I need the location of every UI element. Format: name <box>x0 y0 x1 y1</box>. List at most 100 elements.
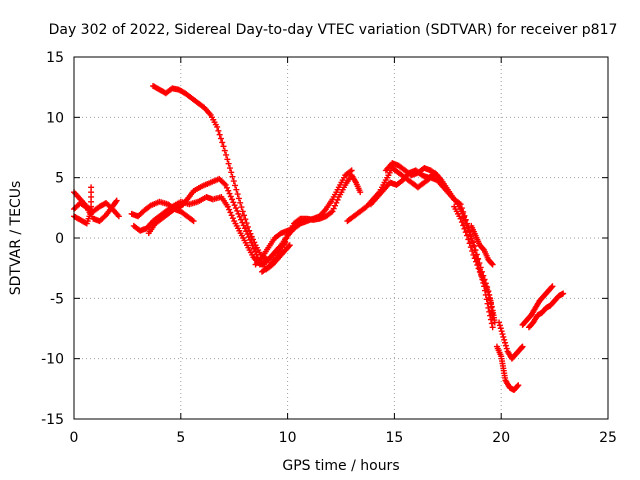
x-tick-label: 25 <box>599 430 617 446</box>
series-arc-11 <box>367 167 496 331</box>
data-point <box>549 283 556 290</box>
data-point <box>502 339 509 346</box>
data-point <box>285 243 292 250</box>
series-arc-12 <box>382 160 441 179</box>
data-point <box>501 336 508 343</box>
x-tick-labels: 0 5 10 15 20 25 <box>70 430 617 446</box>
data-point <box>488 260 495 267</box>
data-point <box>237 199 244 206</box>
data-point <box>214 123 221 130</box>
data-point <box>219 139 226 146</box>
data-point <box>503 345 510 352</box>
y-tick-label: -5 <box>50 291 64 307</box>
data-point <box>226 206 233 213</box>
data-point <box>434 172 441 179</box>
data-point <box>489 314 496 321</box>
series-arc-17 <box>519 283 556 328</box>
data-point <box>488 320 495 327</box>
data-point <box>226 190 233 197</box>
y-tick-label: 5 <box>55 171 64 187</box>
data-point <box>223 184 230 191</box>
series-arc-13 <box>451 203 496 321</box>
series-arc-3 <box>71 184 95 227</box>
data-point <box>471 255 478 262</box>
data-point <box>461 212 468 219</box>
data-point <box>216 131 223 138</box>
series-arc-2 <box>71 197 120 225</box>
data-point <box>498 328 505 335</box>
data-point <box>478 271 485 278</box>
data-point <box>479 274 486 281</box>
data-point <box>329 208 336 215</box>
data-point <box>481 280 488 287</box>
data-point <box>227 193 234 200</box>
data-point <box>282 238 289 245</box>
data-point <box>228 169 235 176</box>
data-point <box>243 220 250 227</box>
data-point <box>229 173 236 180</box>
data-point <box>328 209 335 216</box>
data-point <box>223 151 230 158</box>
data-point <box>460 208 467 215</box>
data-point <box>280 241 287 248</box>
data-point <box>474 262 481 269</box>
y-tick-label: -15 <box>41 412 64 428</box>
data-point <box>244 223 251 230</box>
data-point <box>548 284 555 291</box>
data-point <box>231 202 238 209</box>
data-point <box>189 217 196 224</box>
data-point <box>235 195 242 202</box>
data-point <box>489 324 496 331</box>
data-point <box>456 200 463 207</box>
data-point <box>486 294 493 301</box>
axis-ticks <box>73 56 609 420</box>
x-tick-label: 10 <box>279 430 297 446</box>
data-point <box>357 189 364 196</box>
data-point <box>489 261 496 268</box>
data-point <box>475 265 482 272</box>
y-tick-label: 0 <box>55 231 64 247</box>
data-point <box>226 165 233 172</box>
data-point <box>234 191 241 198</box>
data-point <box>458 219 465 226</box>
data-point <box>229 196 236 203</box>
data-point <box>236 213 243 220</box>
data-point <box>221 180 228 187</box>
data-point <box>225 160 232 167</box>
y-tick-label: -10 <box>41 352 64 368</box>
y-axis-label: SDTVAR / TECUs <box>8 181 24 296</box>
data-point <box>483 283 490 290</box>
data-point <box>82 203 89 210</box>
data-point <box>88 184 95 191</box>
data-point <box>232 205 239 212</box>
data-point <box>560 290 567 297</box>
series-arc-9 <box>252 167 355 268</box>
data-point <box>464 232 471 239</box>
data-point <box>499 331 506 338</box>
data-point <box>249 236 256 243</box>
data-point <box>230 178 237 185</box>
data-point <box>241 212 248 219</box>
data-point <box>230 199 237 206</box>
data-point <box>233 186 240 193</box>
data-point <box>232 182 239 189</box>
series-arc-7 <box>150 82 304 263</box>
data-point <box>222 181 229 188</box>
data-point <box>467 244 474 251</box>
data-point <box>466 240 473 247</box>
y-tick-label: 10 <box>46 110 64 126</box>
data-point <box>215 127 222 134</box>
data-point <box>458 205 465 212</box>
data-point <box>480 277 487 284</box>
data-point <box>113 197 120 204</box>
data-point <box>470 251 477 258</box>
data-point <box>247 230 254 237</box>
data-point <box>514 383 521 390</box>
data-point <box>465 236 472 243</box>
data-point <box>190 218 197 225</box>
x-axis-label: GPS time / hours <box>282 458 399 474</box>
data-point <box>115 213 122 220</box>
series-arc-14 <box>468 222 496 268</box>
data-point <box>469 248 476 255</box>
data-point <box>333 199 340 206</box>
